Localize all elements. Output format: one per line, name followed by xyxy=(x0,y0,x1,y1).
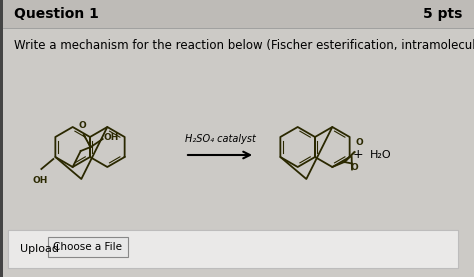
Bar xyxy=(48,237,128,257)
Text: +: + xyxy=(353,148,363,161)
Text: O: O xyxy=(356,138,363,147)
Text: OH: OH xyxy=(104,134,119,142)
Text: 5 pts: 5 pts xyxy=(423,7,462,21)
Text: Question 1: Question 1 xyxy=(14,7,99,21)
Bar xyxy=(0,0,474,28)
Bar xyxy=(8,230,458,268)
Text: Upload: Upload xyxy=(20,244,59,254)
Text: O: O xyxy=(79,121,87,130)
Text: O: O xyxy=(350,163,358,172)
Text: H₂SO₄ catalyst: H₂SO₄ catalyst xyxy=(184,134,255,144)
Text: H₂O: H₂O xyxy=(370,150,392,160)
Text: Write a mechanism for the reaction below (Fischer esterification, intramolecular: Write a mechanism for the reaction below… xyxy=(14,40,474,53)
Text: OH: OH xyxy=(33,176,48,185)
Text: Choose a File: Choose a File xyxy=(54,242,122,252)
Bar xyxy=(0,0,3,277)
